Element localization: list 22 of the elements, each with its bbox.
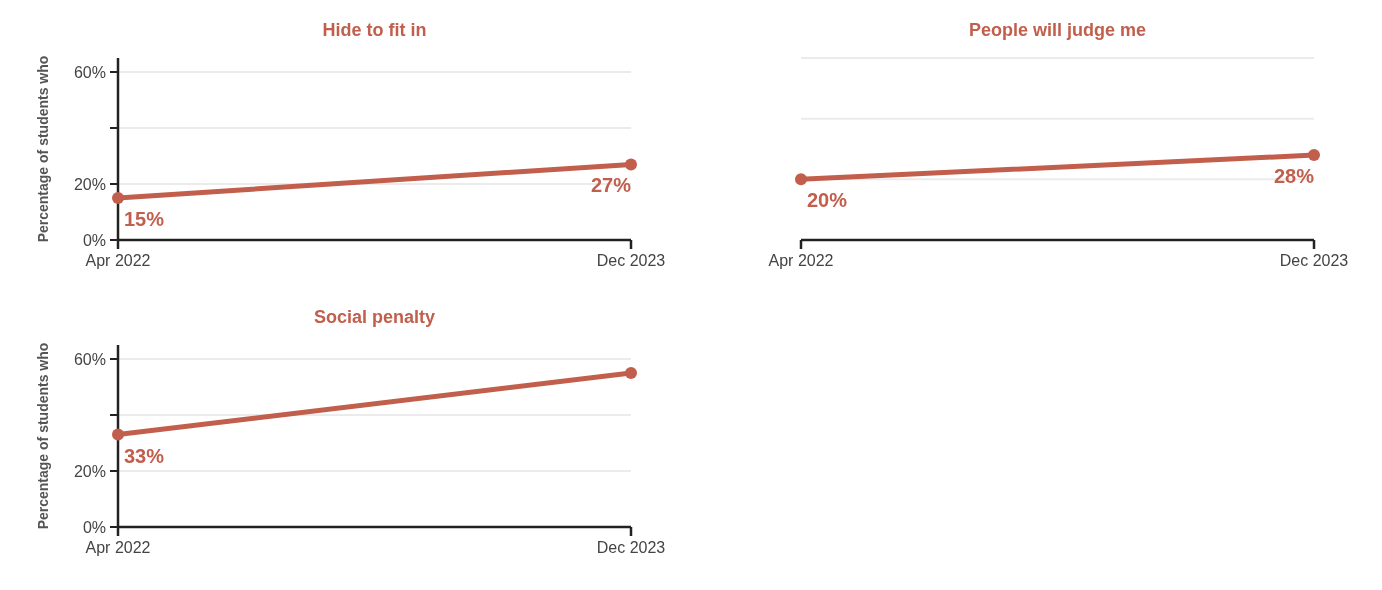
- data-label: 27%: [590, 174, 632, 197]
- y-tick-label: 20%: [73, 462, 106, 480]
- chart-title: Social penalty: [313, 307, 436, 327]
- chart-title: People will judge me: [968, 20, 1147, 40]
- chart-title: Hide to fit in: [322, 20, 427, 40]
- x-tick-label: Apr 2022: [85, 252, 151, 269]
- y-axis-title: Percentage of students who: [35, 342, 51, 530]
- y-axis-title: Percentage of students who: [35, 55, 51, 243]
- y-tick-label: 0%: [82, 518, 106, 536]
- data-label: 33%: [124, 444, 165, 467]
- data-label: 15%: [124, 208, 165, 230]
- x-tick-label: Dec 2023: [596, 539, 666, 556]
- data-label: 28%: [1273, 165, 1315, 188]
- y-tick-label: 60%: [73, 63, 106, 81]
- x-tick-label: Dec 2023: [596, 252, 666, 269]
- x-tick-label: Apr 2022: [85, 539, 151, 556]
- x-tick-label: Apr 2022: [768, 252, 834, 269]
- y-tick-label: 0%: [82, 231, 106, 249]
- data-label: 20%: [807, 189, 848, 212]
- y-tick-label: 20%: [73, 175, 106, 193]
- x-tick-label: Dec 2023: [1279, 252, 1349, 269]
- y-tick-label: 60%: [73, 350, 106, 368]
